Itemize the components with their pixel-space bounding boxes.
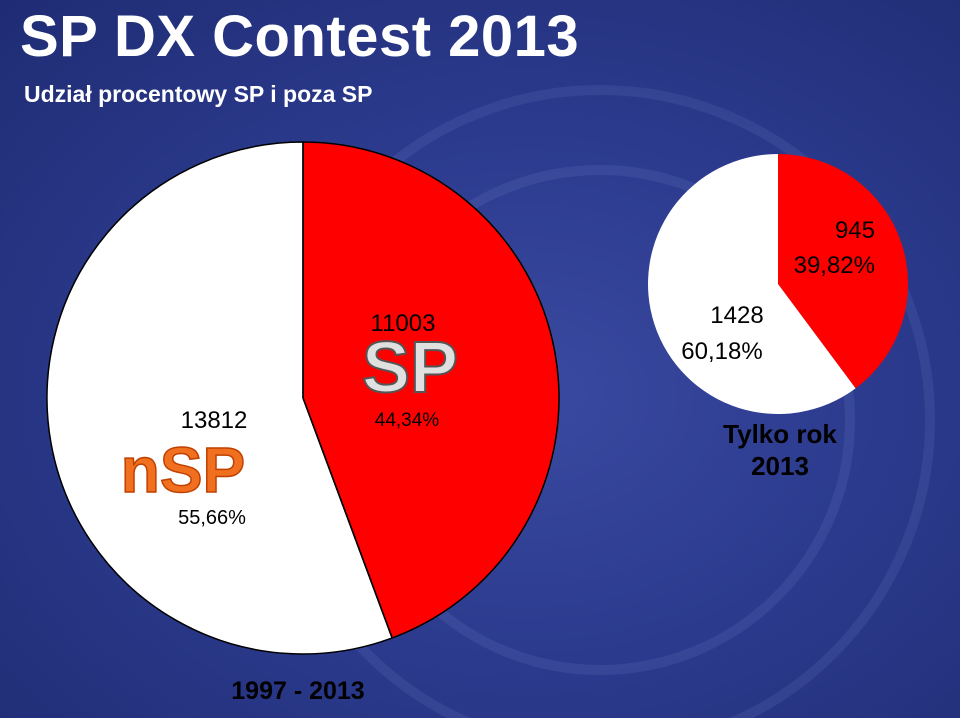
data-label-2013-sp-value: 945 xyxy=(835,217,875,244)
data-label-nsp-value: 13812 xyxy=(181,407,248,434)
pie-slice-nsp xyxy=(648,154,856,414)
page-subtitle: Udział procentowy SP i poza SP xyxy=(24,81,373,107)
pie-slice-sp xyxy=(778,154,909,389)
page-title: SP DX Contest 2013 xyxy=(20,4,580,69)
data-label-2013-nsp-value: 1428 xyxy=(710,302,763,329)
pie-caption-2013-line1: Tylko rok xyxy=(723,419,837,449)
pie-chart-all-years: 11003 SP 44,34% 13812 nSP 55,66% 1997 - … xyxy=(46,141,560,705)
data-label-sp-value: 11003 xyxy=(371,310,436,337)
data-label-nsp-percent: 55,66% xyxy=(178,507,246,529)
data-label-2013-sp-percent: 39,82% xyxy=(794,252,875,279)
data-label-2013-nsp-percent: 60,18% xyxy=(681,338,762,365)
nsp-logo-label: nSP xyxy=(121,434,245,506)
pie-caption-all-years: 1997 - 2013 xyxy=(231,677,364,705)
pie-slice-nsp xyxy=(46,141,394,655)
data-label-sp-percent: 44,34% xyxy=(375,410,440,431)
pie-slice-divider xyxy=(302,397,393,639)
pie-caption-2013-line2: 2013 xyxy=(751,451,809,481)
pie-slice-sp xyxy=(302,141,560,639)
pie-chart-2013: 945 39,82% 1428 60,18% Tylko rok 2013 xyxy=(648,154,909,481)
sp-logo-label: SP xyxy=(362,328,458,408)
